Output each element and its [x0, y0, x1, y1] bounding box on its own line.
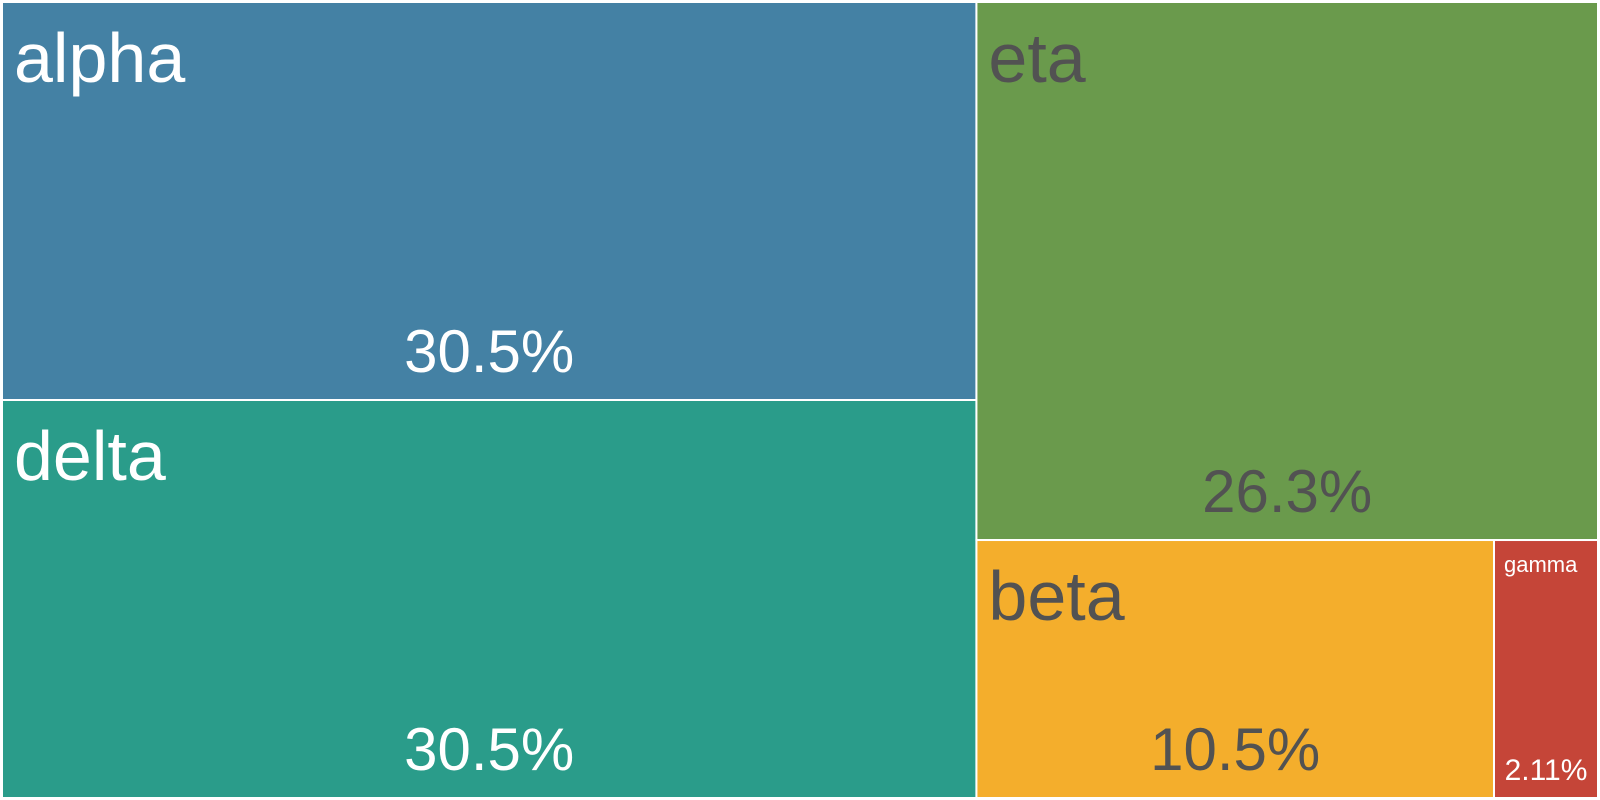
treemap-tile-delta[interactable]: delta 30.5%	[1, 399, 978, 799]
treemap-label-alpha: alpha	[14, 19, 185, 97]
treemap-value-eta: 26.3%	[1202, 458, 1372, 525]
treemap-rect-beta[interactable]	[975, 539, 1495, 800]
treemap-rect-delta[interactable]	[1, 399, 978, 799]
treemap-rect-alpha[interactable]	[1, 1, 978, 401]
treemap-tile-alpha[interactable]: alpha 30.5%	[1, 1, 978, 401]
treemap-tile-beta[interactable]: beta 10.5%	[975, 539, 1495, 800]
treemap-value-beta: 10.5%	[1150, 716, 1320, 783]
treemap-rect-gamma[interactable]	[1492, 539, 1599, 800]
treemap-value-alpha: 30.5%	[404, 318, 574, 385]
treemap-label-beta: beta	[988, 557, 1124, 635]
treemap-label-gamma: gamma	[1504, 552, 1578, 577]
treemap-rect-eta[interactable]	[975, 1, 1599, 542]
treemap-label-eta: eta	[988, 19, 1085, 97]
treemap-tile-eta[interactable]: eta 26.3%	[975, 1, 1599, 542]
treemap-label-delta: delta	[14, 417, 166, 495]
treemap-tile-gamma[interactable]: gamma 2.11%	[1492, 539, 1599, 800]
treemap-value-gamma: 2.11%	[1505, 754, 1588, 787]
treemap-value-delta: 30.5%	[404, 716, 574, 783]
